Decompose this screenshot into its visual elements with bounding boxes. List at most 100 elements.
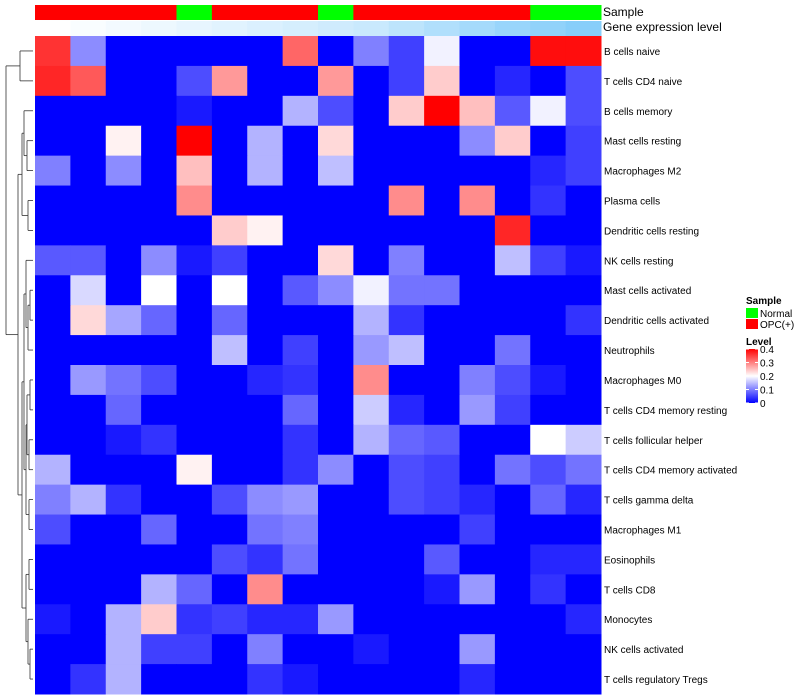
sample-cell bbox=[353, 5, 390, 20]
level-legend: Level 0.4 0.3 0.2 0.1 0 bbox=[746, 337, 774, 410]
heatmap-cell bbox=[282, 36, 319, 67]
heatmap-cell bbox=[176, 65, 213, 97]
heatmap-cell bbox=[176, 36, 213, 67]
heatmap-cell bbox=[318, 185, 354, 216]
heatmap-cell bbox=[459, 245, 496, 276]
heatmap-cell bbox=[565, 664, 602, 695]
heatmap-cell bbox=[35, 95, 71, 127]
heatmap-cell bbox=[105, 544, 142, 575]
row-dendrogram bbox=[5, 50, 33, 680]
heatmap-cell bbox=[282, 155, 319, 187]
heatmap-cell bbox=[211, 215, 248, 246]
heatmap-cell bbox=[388, 604, 425, 635]
heatmap-cell bbox=[565, 454, 602, 486]
sample-cell bbox=[424, 5, 460, 20]
row-label: T cells gamma delta bbox=[604, 496, 694, 507]
heatmap-cell bbox=[105, 394, 142, 426]
heatmap-cell bbox=[494, 544, 531, 575]
heatmap-cell bbox=[141, 155, 177, 187]
heatmap-cell bbox=[141, 394, 177, 426]
heatmap-cell bbox=[35, 275, 71, 306]
heatmap-cell bbox=[282, 335, 319, 366]
gene-expression-annotation-bar bbox=[35, 21, 602, 36]
sample-cell bbox=[282, 5, 319, 20]
level-tick-label: 0 bbox=[760, 399, 766, 410]
heatmap-cell bbox=[388, 574, 425, 605]
heatmap-cell bbox=[424, 664, 460, 695]
heatmap-cell bbox=[141, 305, 177, 336]
heatmap-cell bbox=[35, 215, 71, 246]
heatmap-cell bbox=[459, 155, 496, 187]
heatmap-cell bbox=[35, 185, 71, 216]
heatmap-cell bbox=[176, 215, 213, 246]
heatmap-cell bbox=[388, 335, 425, 366]
gene-expression-cell bbox=[247, 21, 284, 36]
heatmap-cell bbox=[353, 574, 390, 605]
heatmap-cell bbox=[459, 185, 496, 216]
heatmap-cell bbox=[353, 424, 390, 456]
heatmap-cell bbox=[211, 604, 248, 635]
heatmap-cell bbox=[282, 574, 319, 605]
heatmap-cell bbox=[105, 215, 142, 246]
heatmap-cell bbox=[318, 65, 354, 97]
heatmap-cell bbox=[247, 394, 284, 426]
heatmap-cell bbox=[211, 664, 248, 695]
heatmap-cell bbox=[70, 125, 107, 157]
heatmap-cell bbox=[424, 574, 460, 605]
heatmap-cell bbox=[353, 335, 390, 366]
heatmap-cell bbox=[565, 424, 602, 456]
heatmap-cell bbox=[282, 305, 319, 336]
heatmap-cell bbox=[494, 36, 531, 67]
heatmap-cell bbox=[282, 365, 319, 396]
sample-annotation-bar bbox=[35, 5, 602, 20]
heatmap-cell bbox=[141, 365, 177, 396]
gene-expression-cell bbox=[459, 21, 496, 36]
heatmap-cell bbox=[424, 365, 460, 396]
heatmap-cell bbox=[565, 305, 602, 336]
row-label: NK cells activated bbox=[604, 645, 683, 656]
heatmap-cell bbox=[247, 215, 284, 246]
heatmap-cell bbox=[388, 65, 425, 97]
heatmap-cell bbox=[247, 36, 284, 67]
sample-cell bbox=[388, 5, 425, 20]
sample-cell bbox=[105, 5, 142, 20]
sample-cell bbox=[318, 5, 354, 20]
heatmap-cell bbox=[459, 634, 496, 665]
heatmap-cell bbox=[565, 544, 602, 575]
heatmap-cell bbox=[211, 155, 248, 187]
heatmap-cell bbox=[176, 514, 213, 545]
heatmap-cell bbox=[247, 185, 284, 216]
heatmap-cell bbox=[424, 65, 460, 97]
heatmap-cell bbox=[105, 484, 142, 516]
heatmap-cell bbox=[424, 634, 460, 665]
heatmap-cell bbox=[105, 65, 142, 97]
row-label: T cells CD4 naive bbox=[604, 77, 683, 88]
sample-legend: Sample Normal OPC(+) bbox=[746, 296, 794, 331]
heatmap-cell bbox=[353, 484, 390, 516]
heatmap-cell bbox=[35, 125, 71, 157]
heatmap-cell bbox=[318, 365, 354, 396]
heatmap-cell bbox=[105, 275, 142, 306]
heatmap-cell bbox=[565, 484, 602, 516]
heatmap-cell bbox=[565, 394, 602, 426]
heatmap-cell bbox=[35, 634, 71, 665]
row-label: Dendritic cells resting bbox=[604, 226, 699, 237]
heatmap-cell bbox=[282, 454, 319, 486]
heatmap-cell bbox=[353, 65, 390, 97]
gene-expression-cell bbox=[565, 21, 602, 36]
heatmap-cell bbox=[105, 36, 142, 67]
heatmap-cell bbox=[565, 634, 602, 665]
heatmap-cell bbox=[353, 514, 390, 545]
heatmap-cell bbox=[70, 484, 107, 516]
heatmap-cell bbox=[282, 484, 319, 516]
heatmap-cell bbox=[565, 574, 602, 605]
heatmap-cell bbox=[424, 275, 460, 306]
heatmap-cell bbox=[459, 484, 496, 516]
heatmap-cell bbox=[70, 215, 107, 246]
heatmap-cell bbox=[70, 305, 107, 336]
heatmap-cell bbox=[247, 454, 284, 486]
row-label: Mast cells resting bbox=[604, 137, 681, 148]
sample-cell bbox=[141, 5, 177, 20]
heatmap-cell bbox=[459, 574, 496, 605]
heatmap-cell bbox=[494, 125, 531, 157]
